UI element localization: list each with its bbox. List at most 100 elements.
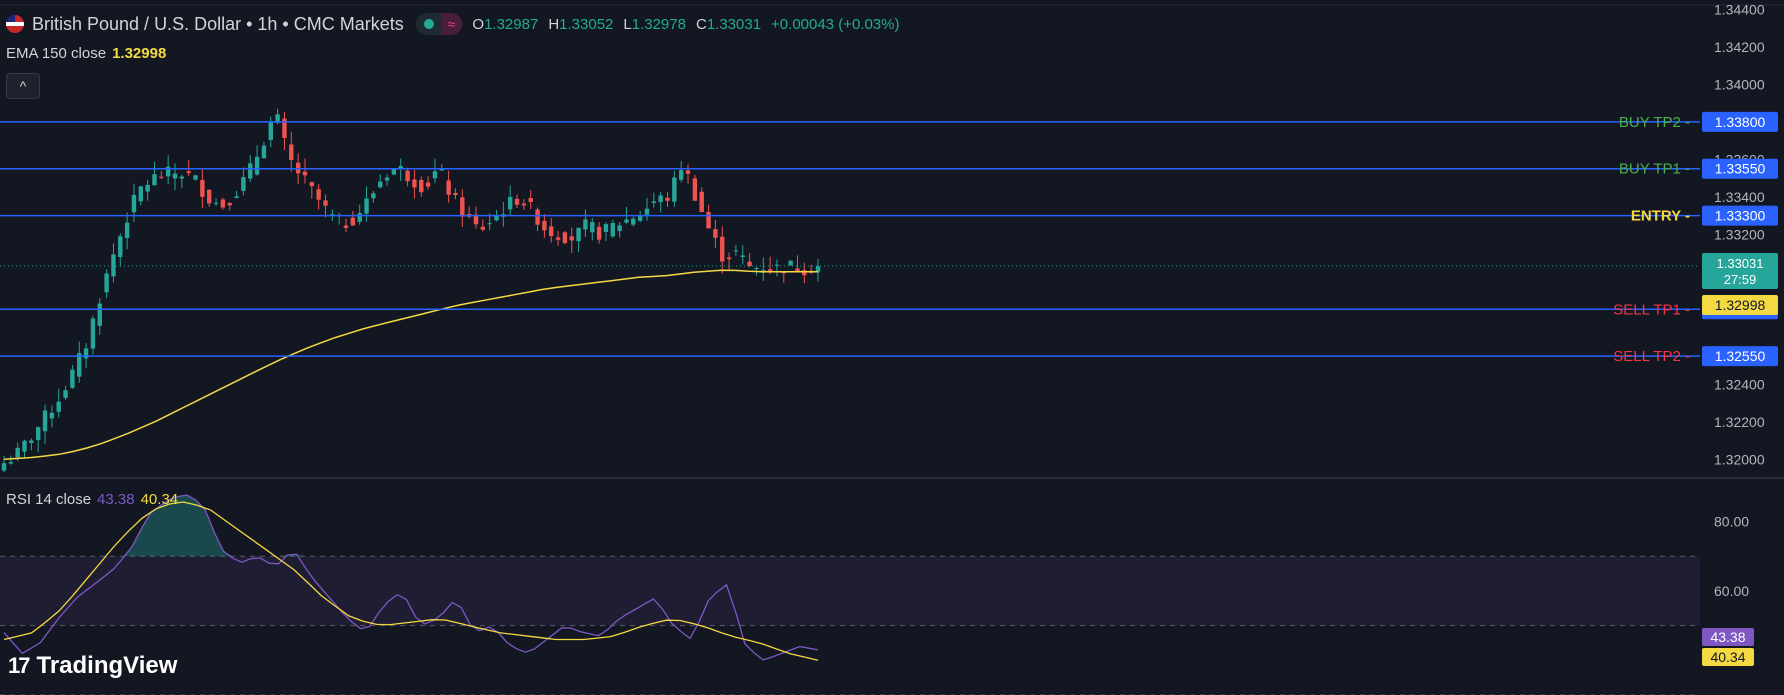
candle-body xyxy=(323,200,328,206)
candle-body xyxy=(494,214,499,221)
ohlc-low: L1.32978 xyxy=(623,15,686,33)
candle-body xyxy=(172,173,178,179)
candle-body xyxy=(42,410,48,432)
candle-body xyxy=(405,170,410,182)
rsi-ma-line xyxy=(3,501,819,661)
candle-body xyxy=(36,427,41,441)
candle-body xyxy=(781,272,786,274)
chart-header: British Pound / U.S. Dollar • 1h • CMC M… xyxy=(6,12,909,36)
candle-body xyxy=(49,412,55,419)
candle-body xyxy=(29,440,34,444)
candle-body xyxy=(254,156,260,175)
candle-body xyxy=(617,225,622,232)
rsi-value: 43.38 xyxy=(97,491,135,508)
candle-body xyxy=(514,198,520,205)
candle-body xyxy=(685,170,691,174)
candle-body xyxy=(432,171,438,179)
level-price-tag xyxy=(1702,205,1778,226)
candle-body xyxy=(213,202,219,204)
market-open-icon xyxy=(423,19,434,29)
tradingview-logo-text: TradingView xyxy=(36,652,178,679)
candle-body xyxy=(90,318,96,349)
rsi-ma-tag-label: 40.34 xyxy=(1710,649,1745,665)
candle-body xyxy=(384,177,390,181)
rsi-legend[interactable]: RSI 14 close 43.38 40.34 xyxy=(6,491,178,508)
rsi-tick-label: 60.00 xyxy=(1714,583,1749,599)
candle-body xyxy=(624,219,629,223)
candle-body xyxy=(569,236,574,241)
candle-body xyxy=(460,197,465,217)
candle-body xyxy=(446,180,451,195)
candle-body xyxy=(788,260,793,266)
level-price-label: 1.33550 xyxy=(1715,161,1766,177)
price-tick-label: 1.33200 xyxy=(1714,226,1765,242)
candle-body xyxy=(152,174,157,186)
price-tick-label: 1.32000 xyxy=(1714,451,1765,467)
last-price-tag xyxy=(1702,252,1778,289)
candle-body xyxy=(802,270,807,276)
candle-body xyxy=(419,180,424,193)
candle-body xyxy=(603,224,609,232)
candle-body xyxy=(200,179,205,197)
tradingview-mark-icon: 17 xyxy=(8,653,31,678)
candle-body xyxy=(678,170,684,180)
candle-body xyxy=(740,255,745,257)
candle-body xyxy=(631,218,636,225)
price-tick-label: 1.34000 xyxy=(1714,76,1765,92)
level-name: BUY TP1 - xyxy=(1619,161,1690,178)
rsi-overbought-fill xyxy=(4,495,818,557)
ema-price-tag xyxy=(1702,295,1778,315)
candle-body xyxy=(193,175,198,180)
ema-value: 1.32998 xyxy=(112,45,167,62)
ema-legend[interactable]: EMA 150 close 1.32998 xyxy=(6,45,166,62)
rsi-ma-value: 40.34 xyxy=(140,491,179,508)
candle-body xyxy=(658,195,663,203)
candle-body xyxy=(487,223,492,225)
candle-body xyxy=(186,171,191,173)
candle-body xyxy=(549,226,554,237)
rsi-value-tag xyxy=(1702,628,1754,646)
ohlc-open: O1.32987 xyxy=(472,15,539,33)
candle-body xyxy=(309,182,315,187)
candle-body xyxy=(15,447,20,458)
ema-label: EMA 150 close xyxy=(6,45,107,62)
ohlc-close: C1.33031 xyxy=(695,15,762,33)
market-status-pill[interactable]: ≈ xyxy=(415,13,463,35)
level-price-tag xyxy=(1702,111,1778,132)
price-tick-label: 1.33400 xyxy=(1714,189,1765,205)
candle-body xyxy=(227,203,232,206)
symbol-title[interactable]: British Pound / U.S. Dollar • 1h • CMC M… xyxy=(32,13,404,34)
rsi-ma-tag xyxy=(1702,648,1754,666)
price-tick-label: 1.34400 xyxy=(1714,1,1765,17)
candle-body xyxy=(473,214,479,225)
candle-body xyxy=(767,269,773,271)
candle-body xyxy=(453,192,458,196)
candle-body xyxy=(535,209,540,225)
collapse-legend-button[interactable]: ^ xyxy=(6,73,40,99)
rsi-tick-label: 80.00 xyxy=(1714,514,1749,530)
price-tick-label: 1.34200 xyxy=(1714,39,1765,55)
candle-body xyxy=(720,236,725,262)
candle-body xyxy=(179,176,185,179)
tradingview-logo[interactable]: 17 TradingView xyxy=(8,652,177,680)
candle-body xyxy=(412,179,417,188)
candle-body xyxy=(364,198,369,214)
candle-body xyxy=(220,199,226,208)
ohlc-change: +0.00043 (+0.03%) xyxy=(771,15,900,33)
candle-body xyxy=(754,267,759,269)
candle-body xyxy=(644,208,650,215)
candle-body xyxy=(131,194,137,213)
candle-body xyxy=(63,390,68,398)
candle-body xyxy=(795,268,800,272)
candle-body xyxy=(562,232,568,244)
candle-body xyxy=(665,197,670,201)
candle-body xyxy=(1,463,7,471)
candle-body xyxy=(350,217,356,226)
candle-body xyxy=(275,114,280,123)
candle-body xyxy=(70,369,75,388)
wave-icon: ≈ xyxy=(440,13,463,35)
candle-body xyxy=(672,177,677,202)
candle-body xyxy=(83,348,89,359)
ema-price-label: 1.32998 xyxy=(1715,297,1766,313)
